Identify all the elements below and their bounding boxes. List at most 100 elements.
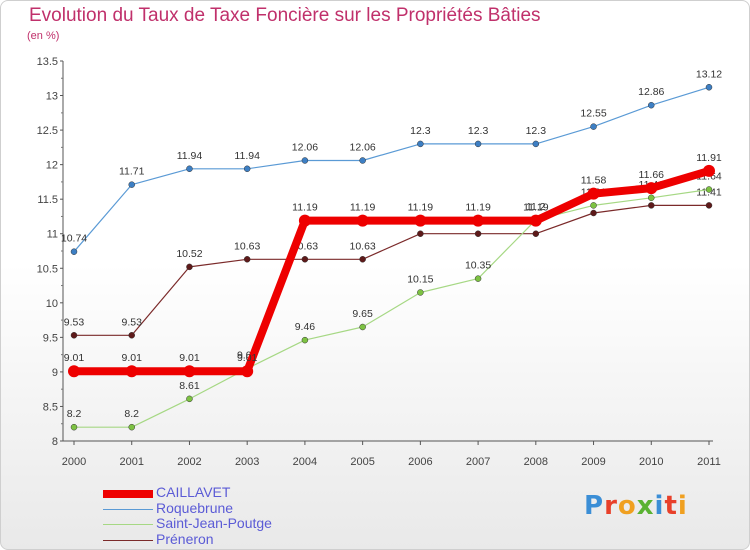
data-label-saint-jean-poutge: 10.15 [407,273,433,285]
legend-swatch-roquebrune [103,509,153,510]
data-point-roquebrune [70,248,78,255]
chart-subtitle: (en %) [27,30,60,42]
data-label-caillavet: 9.01 [64,352,85,364]
data-label-caillavet: 9.01 [179,352,200,364]
data-point-roquebrune [590,123,597,130]
legend-swatch-caillavet [103,490,153,498]
legend-label-saint-jean-poutge: Saint-Jean-Poutge [156,515,272,531]
legend-label-roquebrune: Roquebrune [156,500,234,516]
data-point-saint-jean-poutge [70,423,78,431]
data-point-pr-neron [590,209,597,217]
x-tick-label: 2003 [235,456,259,468]
data-point-caillavet [68,365,80,378]
legend-swatch-preneron [103,540,153,541]
data-label-roquebrune: 11.94 [234,150,260,162]
y-tick-label: 12 [46,160,58,172]
x-tick-label: 2008 [524,456,548,468]
proxiti-logo: Proxiti [584,491,688,521]
data-label-roquebrune: 10.74 [61,233,87,245]
data-label-caillavet: 11.91 [696,152,722,164]
y-tick-label: 9.5 [43,332,58,344]
legend-swatch-saint-jean-poutge [103,524,153,525]
data-point-roquebrune [417,140,424,148]
data-label-pr-neron: 9.53 [64,316,85,328]
data-point-pr-neron [243,256,251,263]
data-point-caillavet [356,214,369,227]
data-label-saint-jean-poutge: 10.35 [465,260,491,272]
data-label-caillavet: 9.01 [237,352,258,364]
x-tick-label: 2006 [408,456,432,468]
y-tick-label: 13 [46,91,58,103]
data-label-roquebrune: 12.3 [468,125,489,137]
data-point-pr-neron [359,256,366,263]
x-tick-label: 2011 [697,456,721,468]
y-tick-label: 11 [47,229,58,241]
chart-title: Evolution du Taux de Taxe Foncière sur l… [29,5,541,26]
data-point-saint-jean-poutge [648,194,655,202]
x-tick-label: 2001 [119,456,143,468]
data-label-caillavet: 11.19 [350,202,376,214]
x-tick-label: 2005 [350,456,374,468]
y-tick-label: 8.5 [43,401,58,413]
data-label-roquebrune: 11.71 [119,166,145,178]
x-tick-label: 2004 [293,456,317,468]
data-label-caillavet: 11.58 [581,175,607,187]
data-point-caillavet [472,214,485,227]
data-point-roquebrune [474,140,482,148]
data-label-caillavet: 9.01 [122,352,143,364]
x-tick-label: 2007 [466,456,490,468]
data-point-pr-neron [648,202,655,209]
data-label-pr-neron: 10.63 [349,240,375,252]
data-label-saint-jean-poutge: 11.2 [526,201,546,213]
y-tick-label: 10.5 [37,263,58,275]
data-point-saint-jean-poutge [186,395,193,403]
series-line-roquebrune [73,86,710,253]
data-label-roquebrune: 12.86 [638,86,664,98]
data-label-roquebrune: 11.94 [177,150,203,162]
y-tick-label: 11.5 [37,194,58,206]
legend-label-caillavet: CAILLAVET [156,484,231,500]
series-line-caillavet [74,167,711,376]
data-point-pr-neron [532,230,540,237]
data-point-caillavet [529,214,542,227]
data-label-pr-neron: 9.53 [122,316,143,328]
data-point-pr-neron [417,230,424,237]
data-point-pr-neron [70,332,78,339]
data-point-caillavet [298,214,311,227]
data-label-caillavet: 11.19 [408,202,434,214]
y-tick-label: 8 [52,436,58,448]
data-label-roquebrune: 12.3 [410,125,431,137]
data-point-caillavet [414,214,427,227]
data-point-pr-neron [301,256,309,263]
x-tick-label: 2002 [177,456,201,468]
data-label-roquebrune: 12.06 [349,141,375,153]
data-point-roquebrune [359,157,366,164]
data-label-caillavet: 11.66 [639,169,665,181]
x-tick-label: 2009 [581,456,605,468]
data-point-caillavet [183,365,196,378]
x-tick-label: 2000 [62,456,86,468]
data-point-roquebrune [648,101,655,109]
data-label-roquebrune: 12.55 [580,108,606,120]
data-label-roquebrune: 12.06 [292,141,318,153]
data-point-caillavet [125,365,138,378]
data-point-saint-jean-poutge [417,289,424,296]
data-label-roquebrune: 13.12 [696,68,722,80]
y-tick-label: 13.5 [37,56,58,68]
data-label-saint-jean-poutge: 9.46 [295,321,316,333]
data-label-pr-neron: 10.52 [176,248,202,260]
data-point-roquebrune [186,165,193,173]
data-label-caillavet: 11.19 [292,202,318,214]
data-point-pr-neron [128,332,135,339]
data-point-pr-neron [705,202,713,209]
data-label-pr-neron: 10.63 [234,240,260,252]
data-point-roquebrune [128,181,135,188]
data-point-pr-neron [186,263,193,271]
data-label-caillavet: 11.19 [465,202,491,214]
data-point-pr-neron [474,230,482,237]
data-point-saint-jean-poutge [301,336,309,344]
data-point-roquebrune [532,140,540,148]
data-point-saint-jean-poutge [590,202,597,209]
data-label-saint-jean-poutge: 9.65 [352,308,373,320]
